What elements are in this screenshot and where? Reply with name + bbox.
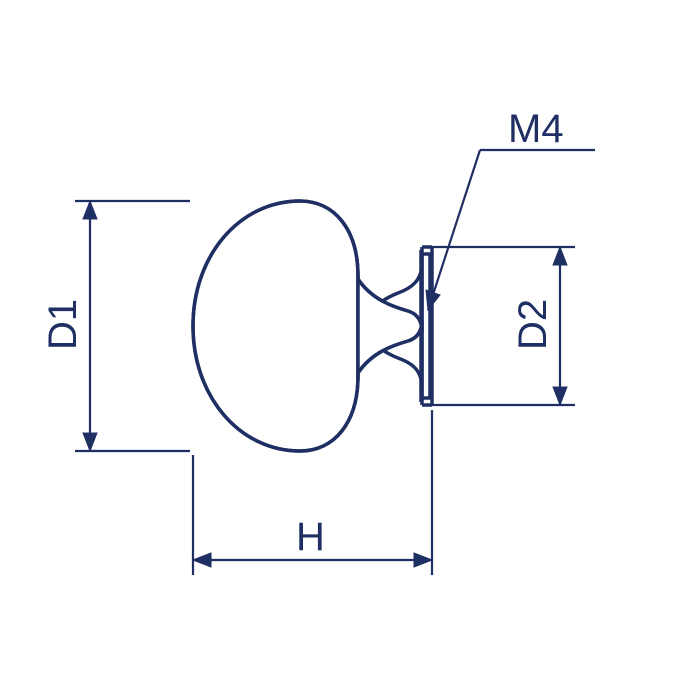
technical-drawing: D1 D2 H M4 xyxy=(0,0,700,700)
dimension-d2: D2 xyxy=(432,247,575,405)
dimension-d1: D1 xyxy=(41,201,190,451)
label-h: H xyxy=(296,515,325,559)
label-d1: D1 xyxy=(41,299,85,350)
knob-flange-face xyxy=(358,279,422,373)
label-m4: M4 xyxy=(508,107,564,151)
callout-m4: M4 xyxy=(426,107,595,310)
knob-silhouette xyxy=(193,201,358,451)
label-d2: D2 xyxy=(511,299,555,350)
